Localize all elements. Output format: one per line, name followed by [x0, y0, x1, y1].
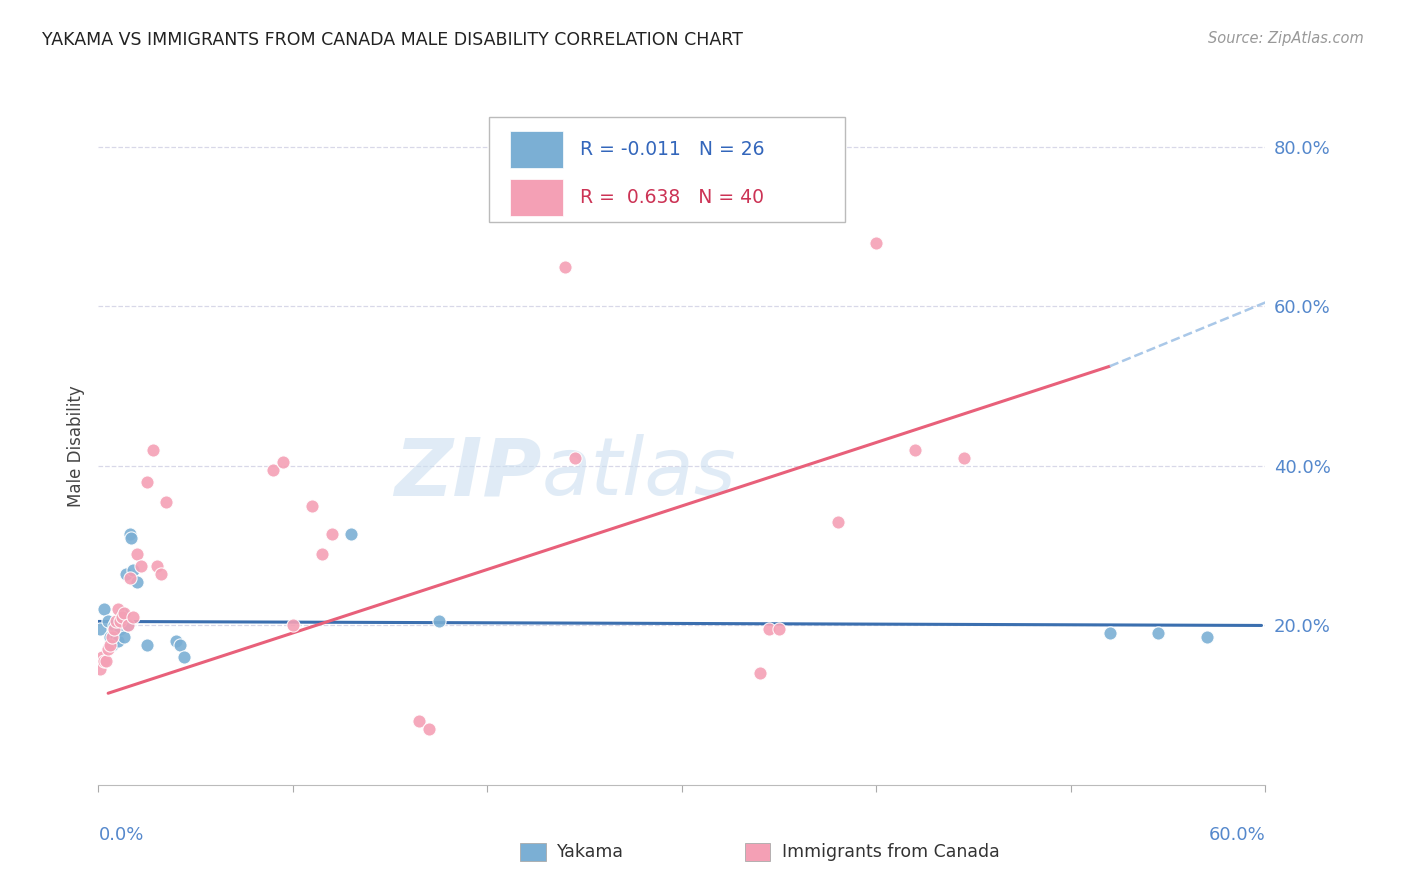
Point: [101, 631, 124, 645]
Point: [827, 515, 849, 529]
Point: [127, 547, 149, 561]
Point: [427, 615, 450, 629]
Point: [114, 566, 136, 581]
Point: [107, 602, 129, 616]
FancyBboxPatch shape: [510, 178, 562, 216]
Point: [768, 623, 790, 637]
Point: [98, 631, 121, 645]
Point: [146, 558, 169, 573]
Point: [129, 558, 152, 573]
Point: [108, 623, 131, 637]
Text: 60.0%: 60.0%: [1209, 826, 1265, 844]
Y-axis label: Male Disability: Male Disability: [66, 385, 84, 507]
Point: [418, 722, 440, 736]
Point: [953, 450, 976, 465]
Text: Source: ZipAtlas.com: Source: ZipAtlas.com: [1208, 31, 1364, 46]
Point: [89, 623, 111, 637]
Point: [155, 495, 177, 509]
Point: [136, 639, 159, 653]
Point: [89, 662, 111, 676]
Point: [103, 623, 125, 637]
Point: [104, 615, 127, 629]
Text: YAKAMA VS IMMIGRANTS FROM CANADA MALE DISABILITY CORRELATION CHART: YAKAMA VS IMMIGRANTS FROM CANADA MALE DI…: [42, 31, 742, 49]
Point: [111, 607, 134, 621]
Text: R = -0.011   N = 26: R = -0.011 N = 26: [581, 140, 765, 160]
Point: [311, 547, 333, 561]
Point: [564, 450, 586, 465]
Point: [122, 563, 145, 577]
Point: [101, 639, 124, 653]
Point: [748, 666, 770, 681]
Point: [1098, 626, 1121, 640]
Point: [127, 574, 149, 589]
Point: [169, 639, 191, 653]
Point: [107, 634, 129, 648]
Text: R =  0.638   N = 40: R = 0.638 N = 40: [581, 187, 765, 207]
FancyBboxPatch shape: [510, 131, 562, 169]
Point: [96, 654, 118, 668]
Text: atlas: atlas: [541, 434, 737, 512]
FancyBboxPatch shape: [489, 117, 845, 222]
Point: [301, 499, 323, 513]
Point: [136, 475, 159, 489]
Point: [758, 623, 780, 637]
Point: [165, 634, 187, 648]
Point: [117, 618, 139, 632]
Point: [97, 642, 120, 657]
Point: [103, 618, 125, 632]
Point: [93, 654, 115, 668]
Point: [904, 442, 927, 457]
Point: [340, 526, 363, 541]
Point: [173, 650, 195, 665]
Text: ZIP: ZIP: [395, 434, 541, 512]
Point: [91, 650, 114, 665]
Point: [1195, 631, 1218, 645]
Point: [97, 615, 120, 629]
Point: [271, 455, 294, 469]
Point: [93, 602, 115, 616]
Point: [408, 714, 430, 728]
Point: [1147, 626, 1170, 640]
Text: Immigrants from Canada: Immigrants from Canada: [782, 843, 1000, 861]
Point: [118, 526, 141, 541]
Point: [108, 615, 131, 629]
Point: [865, 235, 887, 250]
Point: [118, 571, 141, 585]
Point: [281, 618, 304, 632]
Point: [149, 566, 172, 581]
Point: [321, 526, 343, 541]
Point: [117, 618, 139, 632]
Point: [121, 531, 143, 545]
Point: [122, 610, 145, 624]
Text: Yakama: Yakama: [557, 843, 624, 861]
Text: 0.0%: 0.0%: [98, 826, 143, 844]
Point: [98, 639, 121, 653]
Point: [262, 463, 284, 477]
Point: [142, 442, 165, 457]
Point: [104, 631, 127, 645]
Point: [112, 607, 135, 621]
Point: [554, 260, 576, 274]
Point: [111, 610, 134, 624]
Point: [112, 631, 135, 645]
